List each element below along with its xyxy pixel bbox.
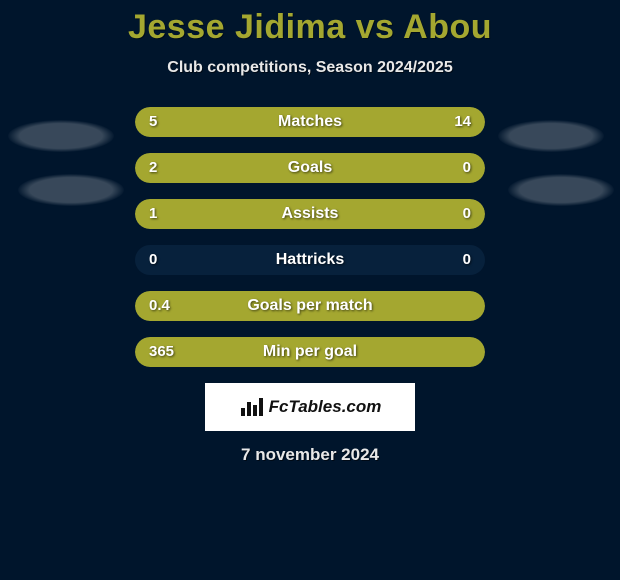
comparison-bars: 514Matches 20Goals 10Assists 00Hattricks 0.4… bbox=[135, 107, 485, 367]
brand-badge: FcTables.com bbox=[205, 383, 415, 431]
player-shadow bbox=[498, 120, 604, 152]
stat-bar: 514Matches bbox=[135, 107, 485, 137]
stat-label: Hattricks bbox=[135, 245, 485, 275]
stat-label: Matches bbox=[135, 107, 485, 137]
stat-bar: 00Hattricks bbox=[135, 245, 485, 275]
player-shadow bbox=[18, 174, 124, 206]
stat-label: Assists bbox=[135, 199, 485, 229]
stat-label: Goals per match bbox=[135, 291, 485, 321]
player-shadow bbox=[8, 120, 114, 152]
stat-bar: 10Assists bbox=[135, 199, 485, 229]
bars-icon bbox=[239, 396, 265, 418]
brand-text: FcTables.com bbox=[269, 397, 382, 417]
page-title: Jesse Jidima vs Abou bbox=[0, 0, 620, 47]
subtitle: Club competitions, Season 2024/2025 bbox=[0, 59, 620, 77]
date-text: 7 november 2024 bbox=[0, 445, 620, 465]
stat-bar: 20Goals bbox=[135, 153, 485, 183]
stat-label: Min per goal bbox=[135, 337, 485, 367]
player-shadow bbox=[508, 174, 614, 206]
stat-bar: 0.4Goals per match bbox=[135, 291, 485, 321]
stat-label: Goals bbox=[135, 153, 485, 183]
stat-bar: 365Min per goal bbox=[135, 337, 485, 367]
